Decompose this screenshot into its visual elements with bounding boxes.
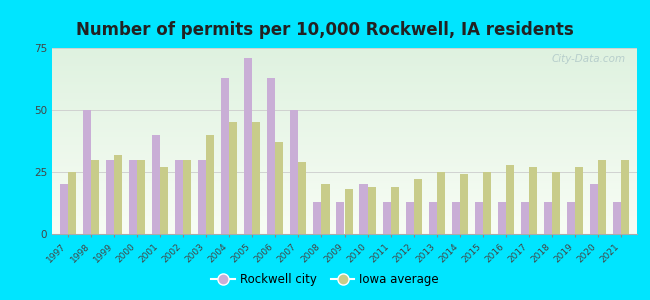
Bar [575,167,583,234]
Bar [452,202,460,234]
Bar [359,184,367,234]
Bar [382,202,391,234]
Bar [313,202,322,234]
Bar [322,184,330,234]
Bar [391,187,398,234]
Bar [68,172,76,234]
Bar [60,184,68,234]
Bar [198,160,206,234]
Legend: Rockwell city, Iowa average: Rockwell city, Iowa average [207,269,443,291]
Bar [413,179,422,234]
Bar [621,160,629,234]
Bar [498,202,506,234]
Bar [521,202,528,234]
Bar [267,78,276,234]
Bar [543,202,552,234]
Bar [406,202,413,234]
Bar [176,160,183,234]
Bar [437,172,445,234]
Bar [474,202,483,234]
Bar [598,160,606,234]
Bar [206,135,215,234]
Bar [613,202,621,234]
Bar [590,184,598,234]
Bar [161,167,168,234]
Bar [337,202,344,234]
Bar [428,202,437,234]
Bar [483,172,491,234]
Bar [229,122,237,234]
Text: Number of permits per 10,000 Rockwell, IA residents: Number of permits per 10,000 Rockwell, I… [76,21,574,39]
Bar [252,122,261,234]
Bar [129,160,137,234]
Bar [137,160,146,234]
Text: City-Data.com: City-Data.com [551,54,625,64]
Bar [276,142,283,234]
Bar [344,189,352,234]
Bar [567,202,575,234]
Bar [367,187,376,234]
Bar [114,154,122,234]
Bar [106,160,114,234]
Bar [244,58,252,234]
Bar [506,165,514,234]
Bar [83,110,91,234]
Bar [298,162,307,234]
Bar [152,135,161,234]
Bar [291,110,298,234]
Bar [460,175,468,234]
Bar [221,78,229,234]
Bar [91,160,99,234]
Bar [552,172,560,234]
Bar [183,160,191,234]
Bar [528,167,537,234]
